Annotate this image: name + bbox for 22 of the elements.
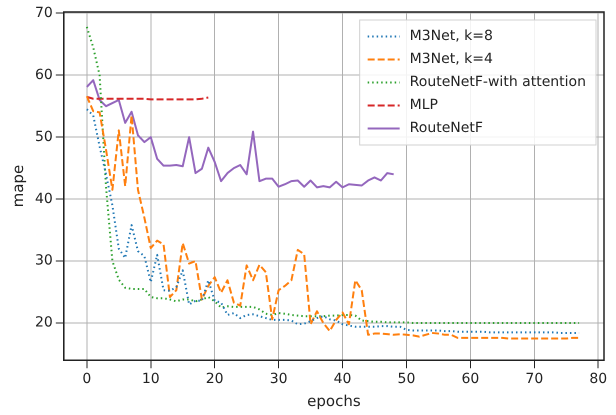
legend-label: M3Net, k=4	[410, 51, 493, 68]
x-tick-label: 70	[525, 371, 544, 388]
x-tick-label: 40	[334, 371, 352, 388]
x-tick-label: 0	[82, 371, 92, 388]
legend-label: M3Net, k=8	[410, 28, 493, 44]
y-tick-label: 70	[34, 4, 53, 21]
x-axis-title: epochs	[307, 392, 361, 410]
x-tick-label: 50	[398, 371, 416, 388]
legend-label: MLP	[410, 97, 438, 114]
x-tick-label: 30	[270, 371, 288, 388]
x-tick-label: 10	[142, 371, 160, 388]
y-tick-label: 40	[34, 190, 53, 207]
y-tick-label: 20	[34, 314, 53, 331]
y-tick-label: 30	[34, 252, 53, 269]
legend-label: RouteNetF-with attention	[410, 74, 586, 90]
y-tick-label: 50	[34, 128, 53, 145]
x-tick-label: 80	[589, 371, 608, 388]
x-tick-label: 20	[206, 371, 224, 388]
y-tick-label: 60	[34, 66, 53, 83]
legend-label: RouteNetF	[410, 120, 483, 136]
x-tick-label: 60	[461, 371, 480, 388]
y-axis-title: mape	[8, 164, 27, 208]
